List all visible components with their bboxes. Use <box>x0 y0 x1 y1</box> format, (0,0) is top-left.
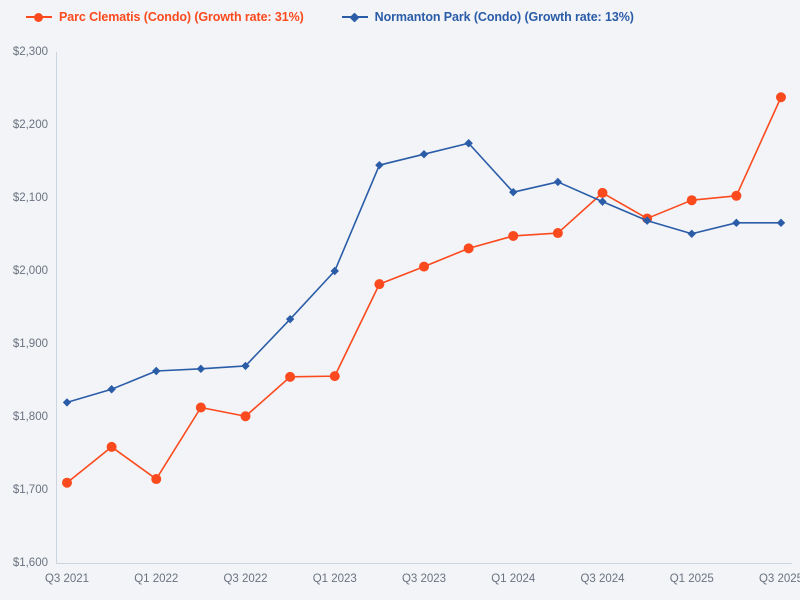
legend-marker-diamond-icon <box>341 11 368 23</box>
data-point-marker[interactable] <box>152 366 161 376</box>
x-tick-label: Q1 2024 <box>491 573 536 585</box>
y-axis-line <box>56 52 57 563</box>
data-point-marker[interactable] <box>374 279 385 290</box>
y-tick-label: $2,300 <box>12 46 48 58</box>
data-point-marker[interactable] <box>552 228 563 239</box>
x-tick-label: Q1 2025 <box>669 573 714 585</box>
y-tick-label: $2,000 <box>12 265 48 277</box>
data-point-marker[interactable] <box>642 216 652 225</box>
data-point-marker[interactable] <box>107 385 116 394</box>
legend-item-parc-clematis[interactable]: Parc Clematis (Condo) (Growth rate: 31%) <box>26 10 304 24</box>
chart-legend: Parc Clematis (Condo) (Growth rate: 31%)… <box>0 0 800 34</box>
data-point-marker[interactable] <box>686 195 697 206</box>
data-point-marker[interactable] <box>285 371 296 382</box>
data-point-marker[interactable] <box>330 266 339 276</box>
data-point-marker[interactable] <box>732 218 741 228</box>
data-point-marker[interactable] <box>62 477 72 488</box>
data-point-marker[interactable] <box>508 230 519 241</box>
data-point-marker[interactable] <box>509 187 518 197</box>
data-point-marker[interactable] <box>597 187 608 198</box>
legend-label-parc-clematis: Parc Clematis (Condo) (Growth rate: 31%) <box>59 10 304 24</box>
x-tick-label: Q3 2025 <box>758 573 800 585</box>
x-tick-label: Q3 2023 <box>401 573 447 585</box>
data-point-marker[interactable] <box>375 160 384 170</box>
data-point-marker[interactable] <box>196 364 206 374</box>
data-point-marker[interactable] <box>419 261 429 272</box>
y-tick-label: $1,900 <box>12 338 48 350</box>
legend-label-normanton-park: Normanton Park (Condo) (Growth rate: 13%… <box>374 10 634 24</box>
data-point-marker[interactable] <box>731 190 742 201</box>
data-point-marker[interactable] <box>195 402 206 413</box>
x-tick-label: Q1 2022 <box>134 573 179 585</box>
legend-item-normanton-park[interactable]: Normanton Park (Condo) (Growth rate: 13%… <box>341 10 634 24</box>
x-axis-line <box>56 563 792 564</box>
x-tick-label: Q3 2024 <box>580 573 625 585</box>
data-point-marker[interactable] <box>419 150 429 159</box>
data-point-marker[interactable] <box>62 398 72 407</box>
data-point-marker[interactable] <box>151 474 162 485</box>
data-point-marker[interactable] <box>553 177 563 187</box>
data-point-marker[interactable] <box>598 197 607 206</box>
series-1 <box>62 92 786 488</box>
x-tick-label: Q1 2023 <box>312 573 357 585</box>
data-point-marker[interactable] <box>285 314 295 324</box>
data-point-marker[interactable] <box>106 441 117 452</box>
legend-marker-circle-icon <box>26 11 52 23</box>
data-point-marker[interactable] <box>241 361 250 371</box>
y-tick-label: $2,100 <box>12 192 48 204</box>
x-tick-label: Q3 2022 <box>223 573 268 585</box>
data-point-marker[interactable] <box>463 243 474 254</box>
data-point-marker[interactable] <box>687 229 696 238</box>
y-tick-label: $2,200 <box>12 119 48 131</box>
y-tick-label: $1,800 <box>12 411 48 423</box>
data-point-marker[interactable] <box>464 139 473 148</box>
series-2 <box>62 139 786 407</box>
y-tick-label: $1,700 <box>12 484 48 496</box>
series-line <box>66 142 781 404</box>
x-tick-label: Q3 2021 <box>44 573 90 585</box>
data-point-marker[interactable] <box>329 371 340 382</box>
y-tick-label: $1,600 <box>12 557 48 569</box>
data-point-marker[interactable] <box>240 411 251 422</box>
data-point-marker[interactable] <box>776 92 786 103</box>
data-point-marker[interactable] <box>776 218 786 228</box>
